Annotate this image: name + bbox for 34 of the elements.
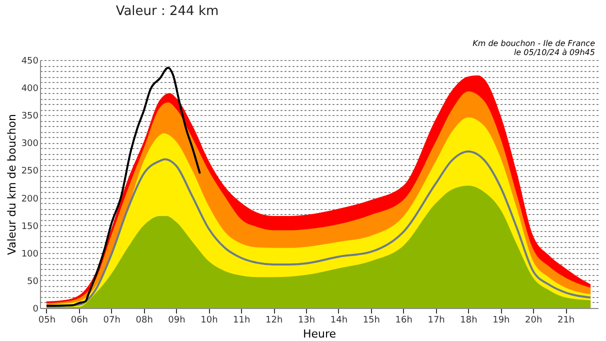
x-tick-label: 11h bbox=[233, 316, 250, 326]
y-tick-label: 200 bbox=[21, 194, 39, 204]
x-tick-label: 21h bbox=[557, 316, 575, 326]
x-tick-label: 12h bbox=[266, 316, 283, 326]
y-tick-label: 350 bbox=[21, 112, 39, 122]
x-tick-label: 06h bbox=[70, 316, 88, 326]
y-tick-label: 150 bbox=[21, 222, 39, 232]
y-tick-label: 450 bbox=[21, 56, 39, 66]
x-tick-label: 10h bbox=[200, 316, 218, 326]
x-tick-label: 20h bbox=[525, 316, 542, 326]
x-tick-label: 13h bbox=[298, 316, 316, 326]
y-tick-label: 50 bbox=[27, 276, 39, 287]
text: Km de bouchon - Ile de France bbox=[472, 39, 596, 48]
line-series bbox=[45, 150, 592, 308]
y-tick-label: 400 bbox=[21, 84, 39, 94]
y-tick-label: 0 bbox=[32, 304, 39, 314]
x-tick-label: 19h bbox=[492, 316, 510, 326]
x-tick-label: 16h bbox=[395, 316, 412, 326]
chart-title: Valeur : 244 km bbox=[116, 4, 219, 19]
x-tick-label: 05h bbox=[38, 316, 56, 326]
x-axis-title: Heure bbox=[302, 328, 336, 340]
y-axis-title: Valeur du km de bouchon bbox=[5, 114, 18, 255]
text: le 05/10/24 à 09h45 bbox=[514, 48, 595, 57]
x-tick-label: 09h bbox=[168, 316, 186, 326]
x-tick-label: 18h bbox=[460, 316, 478, 326]
y-tick-label: 100 bbox=[21, 249, 39, 260]
x-tick-label: 15h bbox=[362, 316, 380, 326]
y-tick-label: 300 bbox=[21, 139, 39, 150]
x-tick-label: 08h bbox=[136, 316, 153, 326]
x-tick-label: 07h bbox=[103, 316, 120, 326]
line-series bbox=[45, 66, 201, 307]
y-tick-label: 250 bbox=[21, 166, 39, 177]
x-tick-label: 17h bbox=[428, 316, 445, 326]
x-tick-label: 14h bbox=[330, 316, 348, 326]
